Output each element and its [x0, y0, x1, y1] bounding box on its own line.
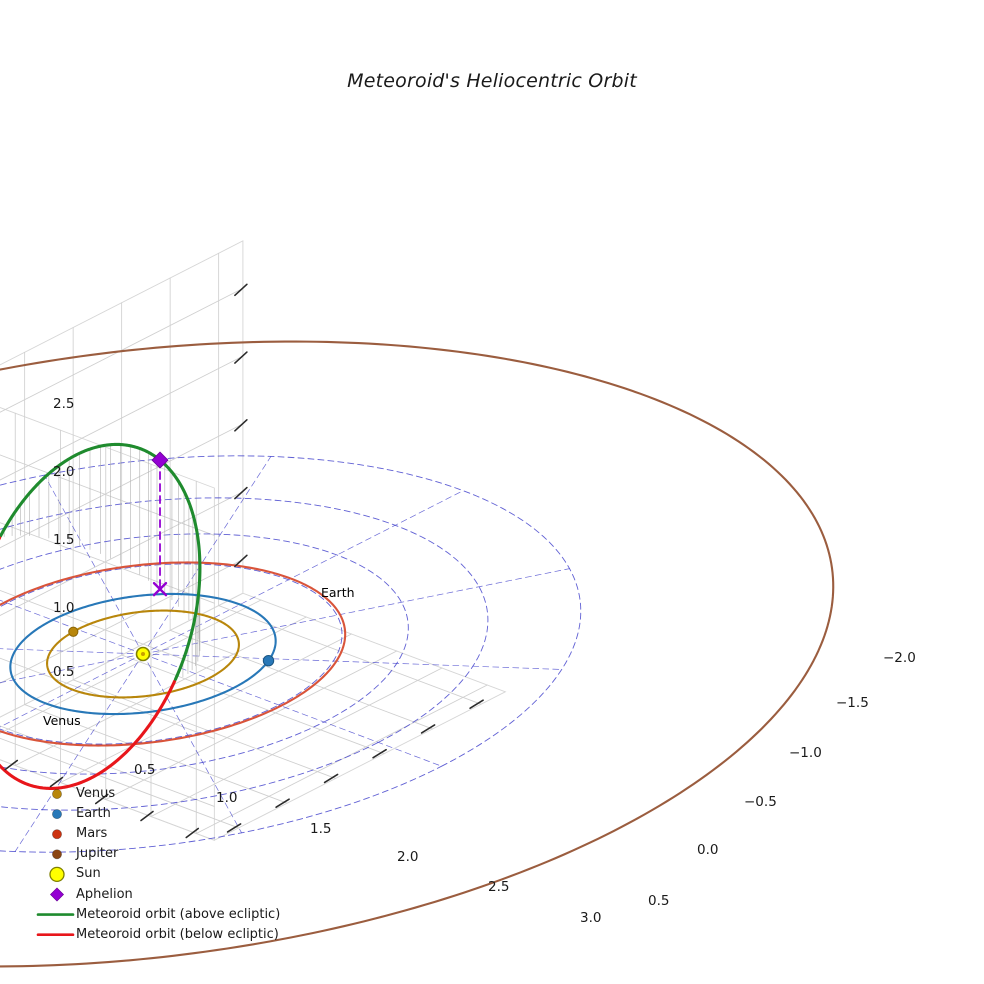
legend-item-jupiter[interactable]: Jupiter	[76, 846, 119, 862]
ecliptic-spoke-10	[14, 653, 144, 852]
axis-tick-label-x-0: 0.5	[134, 762, 156, 778]
grid-wallx-z	[0, 287, 244, 413]
axis-tick-label-x-5: 3.0	[580, 910, 602, 926]
venus-marker	[68, 626, 79, 637]
grid-wally-z	[0, 522, 215, 604]
axis-tick-label-y-0: 0.5	[648, 893, 670, 909]
earth-marker	[262, 655, 275, 667]
orbit-droplines	[3, 444, 201, 678]
grid-floor-y	[72, 679, 337, 779]
grid-floor-y	[169, 629, 434, 730]
legend-dot-2	[52, 829, 62, 840]
grid-floor-y	[218, 605, 482, 705]
ecliptic-spoke-6	[0, 599, 144, 655]
legend-sun-marker	[49, 866, 65, 883]
legend-item-meteoroid-orbit-below-ecliptic[interactable]: Meteoroid orbit (below ecliptic)	[76, 926, 279, 942]
grid-floor-y	[24, 704, 288, 804]
grid-wally-z	[0, 725, 215, 807]
jupiter-orbit	[0, 340, 835, 968]
grid-floor-x	[195, 684, 488, 834]
axis-tick-label-x-2: 1.5	[310, 821, 332, 837]
ytick	[420, 724, 436, 734]
legend-item-earth[interactable]: Earth	[76, 806, 111, 822]
ztick	[234, 351, 248, 364]
mars-orbit	[0, 561, 347, 747]
legend-item-venus[interactable]: Venus	[76, 786, 116, 801]
ecliptic-spoke-0	[142, 653, 442, 767]
point-label-earth: Earth	[321, 585, 355, 600]
axis-tick-marks	[4, 283, 484, 839]
axis-tick-label-z-4: 2.5	[53, 396, 75, 412]
pane-gridlines	[0, 252, 488, 834]
axis-tick-label-y-5: −2.0	[883, 650, 916, 666]
xtick	[185, 827, 200, 839]
xtick	[140, 810, 154, 822]
page-title: Meteoroid's Heliocentric Orbit	[347, 70, 637, 92]
axis-tick-label-y-3: −1.0	[789, 745, 822, 761]
grid-wallx-z	[0, 423, 244, 549]
grid-floor-y	[0, 737, 240, 829]
meteor-below-seg	[0, 536, 177, 790]
sun-core	[141, 652, 145, 656]
ecliptic-spoke-9	[0, 653, 144, 728]
legend-item-sun[interactable]: Sun	[76, 866, 101, 882]
ytick	[323, 773, 339, 784]
body-markers	[68, 451, 275, 667]
axis-tick-label-z-3: 2.0	[53, 464, 75, 480]
ecliptic-spoke-5	[44, 474, 144, 655]
ecliptic-spoke-1	[142, 653, 563, 670]
axis-tick-label-x-4: 2.5	[488, 879, 510, 895]
aphelion-projection-x-icon	[152, 581, 168, 597]
point-label-venus: Venus	[43, 713, 81, 728]
ecliptic-spoke-2	[142, 568, 570, 655]
xtick	[94, 793, 109, 805]
earth-orbit	[9, 592, 277, 716]
grid-wally-z	[0, 454, 215, 536]
grid-wallx-z	[0, 355, 244, 481]
grid-wally-z	[0, 589, 215, 672]
ztick	[234, 419, 248, 432]
grid-floor-y	[121, 654, 385, 755]
legend-item-meteoroid-orbit-above-ecliptic[interactable]: Meteoroid orbit (above ecliptic)	[76, 906, 281, 922]
ytick	[275, 798, 290, 808]
axis-tick-label-x-3: 2.0	[397, 849, 419, 865]
axis-tick-label-y-4: −1.5	[836, 695, 869, 711]
legend-dot-1	[52, 809, 62, 820]
ztick	[234, 486, 248, 500]
grid-floor-x	[14, 616, 307, 766]
axis-tick-label-y-2: −0.5	[744, 794, 777, 810]
grid-floor-x	[105, 650, 398, 800]
aphelion-marker	[151, 451, 169, 469]
axis-tick-label-z-0: 0.5	[53, 664, 75, 680]
grid-wallx-z	[0, 558, 244, 684]
grid-floor-x	[0, 599, 262, 734]
grid-floor-x	[150, 667, 443, 817]
ztick	[234, 554, 248, 568]
ecliptic-spoke-11	[142, 653, 242, 834]
xtick	[4, 759, 19, 771]
legend-diamond-5	[50, 887, 64, 902]
ecliptic-spoke-4	[142, 456, 272, 655]
xtick	[49, 776, 64, 788]
grid-wally-z	[0, 657, 215, 740]
ztick	[234, 283, 248, 297]
axis-tick-label-z-2: 1.5	[53, 532, 75, 548]
legend-item-aphelion[interactable]: Aphelion	[76, 886, 133, 902]
axis-tick-label-x-1: 1.0	[216, 790, 238, 806]
meteor-above-seg	[173, 674, 179, 681]
ecliptic-spoke-8	[0, 653, 144, 683]
ytick	[469, 699, 484, 709]
ecliptic-spoke-7	[0, 648, 144, 655]
grid-floor-x	[60, 633, 352, 783]
legend-markers	[36, 789, 75, 937]
legend-dot-0	[52, 789, 62, 799]
axis-tick-label-z-1: 1.0	[53, 600, 75, 616]
legend-dot-3	[52, 849, 62, 860]
axis-tick-label-y-1: 0.0	[697, 842, 719, 858]
ytick	[372, 748, 387, 759]
legend-item-mars[interactable]: Mars	[76, 826, 108, 842]
ytick	[226, 823, 242, 833]
